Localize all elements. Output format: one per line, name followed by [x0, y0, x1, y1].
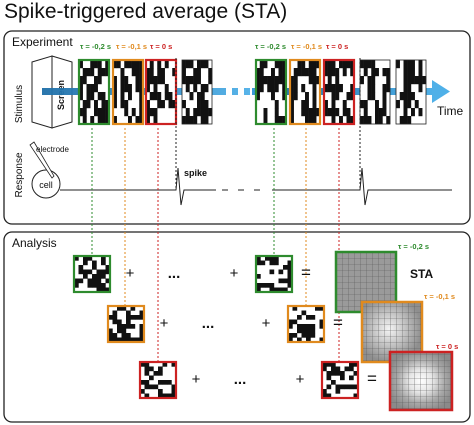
sta-tau-label-0: τ = 0 s [436, 342, 458, 351]
frame-to-analysis-lines [91, 128, 340, 362]
response-trace [60, 167, 452, 206]
ellipsis: ... [234, 371, 247, 388]
stimulus-frame [322, 58, 356, 126]
analysis-frame [320, 360, 360, 400]
experiment-panel [3, 30, 471, 225]
sta-tau-label-minus-0.2: τ = -0,2 s [398, 242, 429, 251]
electrode-label: electrode [36, 145, 69, 154]
tau-label-minus-0.2: τ = -0,2 s [80, 42, 111, 51]
stimulus-frame [77, 58, 111, 126]
plus-sign: + [192, 371, 201, 388]
stimulus-frames [77, 58, 427, 126]
stimulus-frame [395, 59, 427, 125]
analysis-frame [72, 254, 112, 294]
plus-sign: + [126, 265, 135, 282]
tau-label-minus-0.1: τ = -0,1 s [116, 42, 147, 51]
analysis-panel [3, 231, 471, 423]
stimulus-frame [181, 59, 213, 125]
tau-label-0-right: τ = 0 s [326, 42, 348, 51]
plus-sign: + [262, 315, 271, 332]
figure-title: Spike-triggered average (STA) [4, 0, 288, 23]
stimulus-frame [144, 58, 178, 126]
analysis-frame [254, 254, 294, 294]
analysis-panel-label: Analysis [12, 236, 57, 250]
equals-sign: = [367, 369, 377, 388]
tau-label-minus-0.2-right: τ = -0,2 s [255, 42, 286, 51]
sta-label: STA [410, 267, 433, 281]
analysis-frame [138, 360, 178, 400]
plus-sign: + [230, 265, 239, 282]
stimulus-frame [359, 59, 391, 125]
sta-tau-label-minus-0.1: τ = -0,1 s [424, 292, 455, 301]
time-label: Time [437, 104, 464, 118]
spike-alignment-lines [175, 58, 361, 190]
equals-sign: = [301, 263, 311, 282]
response-label: Response [14, 152, 25, 197]
experiment-panel-label: Experiment [12, 35, 73, 49]
analysis-frame [286, 304, 326, 344]
stimulus-frame [254, 58, 288, 126]
spike-label: spike [184, 168, 207, 178]
analysis-rows: +... + = +... + = +... + = [72, 254, 377, 400]
equals-sign: = [333, 313, 343, 332]
stimulus-frame [111, 58, 145, 126]
ellipsis: ... [202, 315, 215, 332]
stimulus-frame [288, 58, 322, 126]
plus-sign: + [296, 371, 305, 388]
tau-label-minus-0.1-right: τ = -0,1 s [291, 42, 322, 51]
electrode [29, 141, 55, 179]
tau-label-0: τ = 0 s [150, 42, 172, 51]
plus-sign: + [160, 315, 169, 332]
ellipsis: ... [168, 265, 181, 282]
sta-grid-0 [388, 350, 454, 412]
analysis-frame [106, 304, 146, 344]
cell-label: cell [39, 180, 53, 190]
stimulus-label: Stimulus [14, 85, 25, 123]
